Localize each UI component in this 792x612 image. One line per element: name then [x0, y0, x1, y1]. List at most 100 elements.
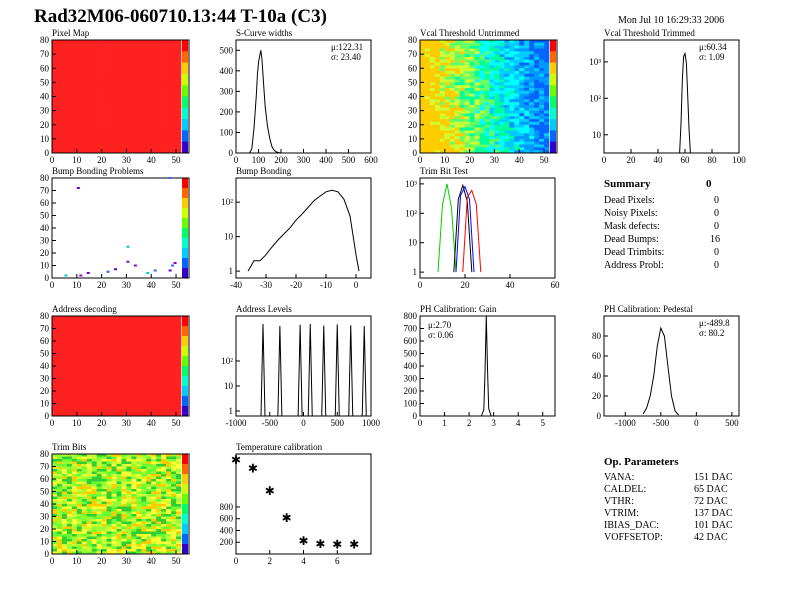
heatmap-cell — [161, 73, 167, 78]
heatmap-cell — [81, 138, 88, 142]
heatmap-cell — [449, 73, 456, 78]
heatmap-cell — [136, 73, 142, 78]
heatmap-cell — [539, 59, 545, 63]
heatmap-cell — [76, 82, 83, 86]
heatmap-cell — [176, 150, 182, 154]
heatmap-cell — [534, 93, 540, 97]
heatmap-cell — [111, 401, 117, 404]
heatmap-cell — [161, 104, 167, 109]
heatmap-cell — [444, 79, 451, 83]
heatmap-cell — [141, 40, 147, 44]
heatmap-cell — [161, 150, 167, 154]
heatmap-cell — [484, 79, 490, 83]
heatmap-cell — [534, 138, 540, 142]
heatmap-cell — [161, 40, 167, 44]
heatmap-cell — [176, 333, 182, 337]
heatmap-cell — [544, 40, 550, 44]
heatmap-cell — [116, 45, 122, 49]
heatmap-cell — [424, 119, 431, 123]
heatmap-cell — [66, 150, 73, 154]
heatmap-cell — [136, 113, 142, 117]
heatmap-cell — [464, 90, 470, 94]
heatmap-cell — [81, 56, 88, 61]
heatmap-cell — [141, 328, 147, 332]
heatmap-cell — [96, 378, 102, 382]
heatmap-cell — [121, 45, 127, 49]
heatmap-cell — [76, 318, 83, 322]
heatmap-cell — [81, 479, 88, 482]
heatmap-cell — [136, 476, 142, 480]
heatmap-cell — [141, 133, 147, 137]
heatmap-cell — [161, 459, 167, 462]
heatmap-cell — [61, 381, 68, 384]
heatmap-cell — [76, 79, 83, 83]
heatmap-cell — [91, 316, 97, 319]
stats-text: μ:-489.8 — [699, 318, 730, 328]
heatmap-cell — [444, 150, 451, 154]
heatmap-cell — [429, 104, 436, 109]
heatmap-cell — [176, 321, 182, 324]
heatmap-cell — [474, 82, 480, 86]
heatmap-cell — [136, 454, 142, 457]
heatmap-cell — [151, 119, 157, 123]
heatmap-cell — [121, 366, 127, 369]
heatmap-cell — [529, 138, 535, 142]
heatmap-cell — [91, 476, 97, 480]
heatmap-cell — [91, 494, 97, 497]
heatmap-cell — [434, 99, 441, 103]
heatmap-cell — [76, 331, 83, 334]
heatmap-cell — [136, 536, 142, 540]
heatmap-cell — [156, 401, 162, 404]
heatmap-cell — [136, 48, 142, 52]
heatmap-cell — [96, 62, 102, 66]
heatmap-cell — [514, 76, 520, 80]
heatmap-cell — [479, 93, 485, 97]
heatmap-cell — [171, 356, 177, 359]
heatmap-cell — [86, 524, 92, 527]
heatmap-cell — [136, 514, 142, 517]
heatmap-cell — [420, 79, 426, 83]
heatmap-cell — [131, 124, 137, 128]
heatmap-cell — [91, 506, 97, 510]
heatmap-cell — [96, 494, 102, 497]
heatmap-cell — [176, 514, 182, 517]
heatmap-cell — [116, 48, 122, 52]
heatmap-cell — [111, 481, 117, 485]
heatmap-cell — [81, 73, 88, 78]
heatmap-cell — [106, 124, 112, 128]
heatmap-cell — [111, 544, 117, 547]
heatmap-cell — [156, 90, 162, 94]
heatmap-cell — [434, 82, 441, 86]
heatmap-cell — [121, 62, 127, 66]
heatmap-cell — [429, 121, 436, 126]
heatmap-cell — [96, 323, 102, 327]
heatmap-cell — [524, 99, 530, 103]
x-tick-label: 40 — [147, 556, 157, 566]
heatmap-cell — [106, 356, 112, 359]
heatmap-cell — [66, 73, 73, 78]
heatmap-cell — [136, 358, 142, 362]
heatmap-cell — [504, 127, 510, 131]
heatmap-cell — [141, 413, 147, 417]
heatmap-cell — [420, 48, 426, 52]
heatmap-cell — [131, 341, 137, 344]
heatmap-cell — [52, 383, 58, 387]
heatmap-cell — [509, 54, 515, 58]
op-param-value: 42 DAC — [694, 532, 728, 543]
heatmap-cell — [176, 343, 182, 347]
heatmap-cell — [176, 363, 182, 367]
heatmap-cell — [61, 396, 68, 399]
heatmap-cell — [136, 333, 142, 337]
heatmap-cell — [479, 56, 485, 61]
heatmap-cell — [126, 68, 132, 72]
heatmap-cell — [91, 113, 97, 117]
heatmap-cell — [56, 127, 63, 131]
heatmap-cell — [91, 119, 97, 123]
heatmap-cell — [444, 124, 451, 128]
heatmap-cell — [529, 107, 535, 111]
heatmap-cell — [499, 141, 505, 145]
heatmap-cell — [52, 85, 58, 89]
heatmap-cell — [151, 521, 157, 525]
heatmap-cell — [101, 54, 107, 58]
heatmap-cell — [126, 396, 132, 399]
